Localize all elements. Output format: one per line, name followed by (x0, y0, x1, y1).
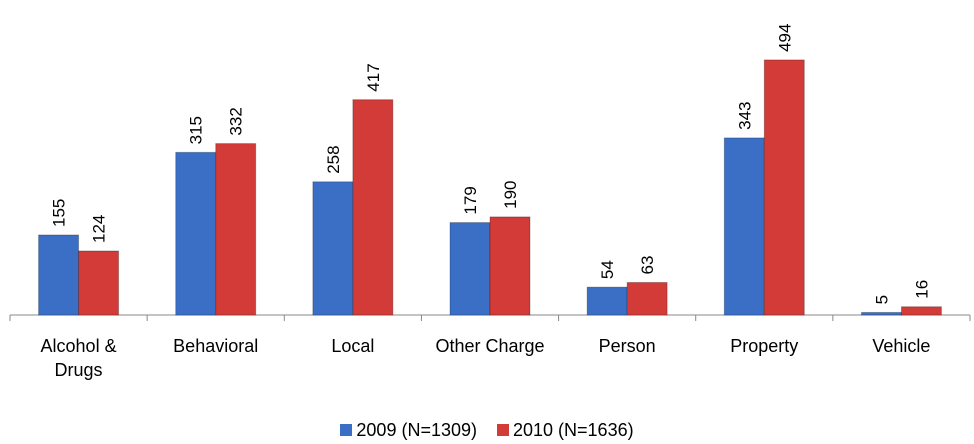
bar (763, 59, 805, 316)
bar (586, 286, 628, 316)
legend-label: 2009 (N=1309) (356, 420, 477, 440)
data-label: 190 (501, 181, 520, 209)
bar (352, 99, 394, 316)
x-tick-label: Property (730, 336, 799, 356)
bar (78, 250, 120, 316)
legend-item: 2009 (N=1309) (340, 420, 477, 441)
legend: 2009 (N=1309) 2010 (N=1636) (0, 420, 974, 441)
bar (449, 222, 491, 316)
data-label: 63 (638, 256, 657, 275)
x-tick-label: Other Charge (435, 336, 545, 356)
bar (38, 234, 80, 316)
x-tick-label: Person (598, 336, 656, 356)
data-label: 494 (775, 24, 794, 52)
bar (215, 143, 257, 316)
legend-item: 2010 (N=1636) (497, 420, 634, 441)
x-tick-label: Local (331, 336, 375, 356)
bar (312, 181, 354, 316)
data-label: 258 (324, 145, 343, 173)
x-tick-label: Behavioral (173, 336, 259, 356)
data-label: 155 (50, 199, 69, 227)
bar (626, 281, 668, 316)
data-label: 332 (227, 107, 246, 135)
data-label: 315 (187, 116, 206, 144)
legend-label: 2010 (N=1636) (513, 420, 634, 440)
data-label: 16 (912, 280, 931, 299)
data-label: 54 (598, 260, 617, 279)
x-tick-label: Vehicle (872, 336, 931, 356)
bar (900, 306, 942, 316)
legend-swatch (340, 424, 353, 436)
data-label: 5 (872, 295, 891, 304)
data-label: 179 (461, 186, 480, 214)
x-tick-label: Alcohol & Drugs (40, 336, 117, 380)
legend-swatch (497, 424, 509, 436)
bar (489, 216, 531, 316)
bar (175, 151, 217, 316)
data-label: 417 (364, 63, 383, 91)
data-label: 124 (90, 215, 109, 243)
bar (860, 311, 902, 316)
data-label: 343 (735, 102, 754, 130)
bar (723, 137, 765, 316)
